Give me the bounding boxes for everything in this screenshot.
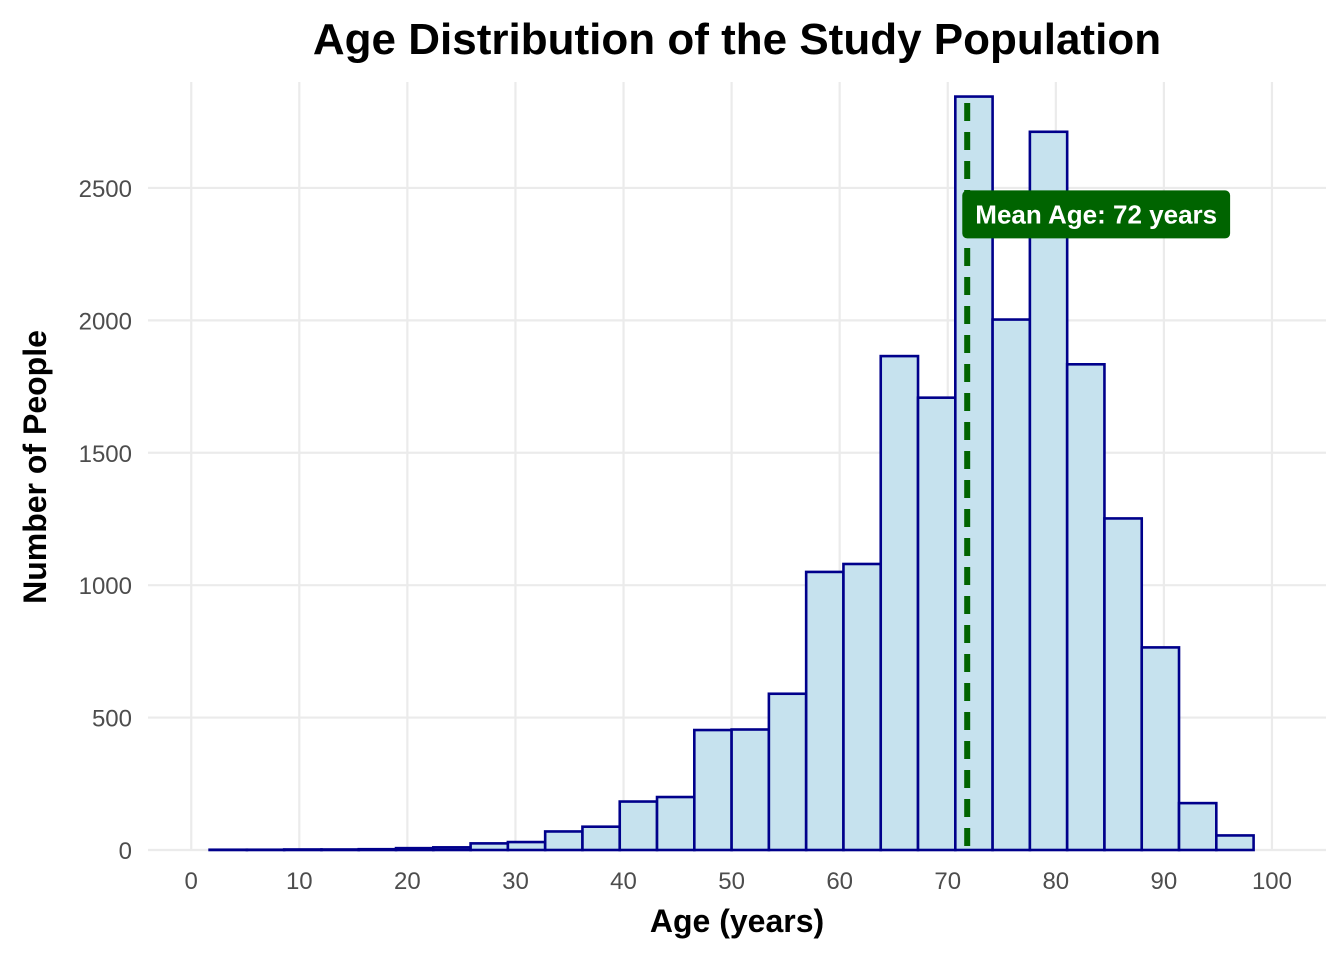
histogram-bar: [991, 318, 1032, 852]
x-tick-label: 30: [502, 868, 529, 895]
histogram-bar: [618, 800, 659, 852]
x-tick-label: 0: [185, 868, 198, 895]
histogram-bar: [469, 842, 510, 852]
histogram-bar: [804, 570, 845, 852]
x-tick-label: 100: [1252, 868, 1292, 895]
x-tick-label: 40: [610, 868, 637, 895]
chart-title: Age Distribution of the Study Population: [313, 15, 1161, 64]
histogram-bar: [282, 848, 323, 852]
y-tick-label: 0: [119, 838, 132, 865]
histogram-bar: [581, 825, 622, 852]
y-tick-label: 500: [92, 706, 132, 733]
histogram-bar: [730, 728, 771, 852]
histogram-bar: [506, 840, 547, 852]
histogram-bar: [394, 846, 435, 852]
histogram-bar: [1028, 130, 1069, 852]
y-axis-title: Number of People: [17, 330, 53, 604]
mean-label: Mean Age: 72 years: [975, 199, 1217, 229]
x-tick-label: 60: [826, 868, 853, 895]
x-axis-title: Age (years): [650, 903, 824, 939]
y-tick-label: 1500: [79, 441, 132, 468]
y-tick-label: 2000: [79, 308, 132, 335]
histogram-bar: [1140, 646, 1181, 852]
x-tick-label: 20: [394, 868, 421, 895]
y-tick-label: 1000: [79, 573, 132, 600]
y-axis-ticks: 0 500 1000 1500 2000 2500: [79, 176, 132, 865]
histogram-bar: [320, 848, 361, 852]
x-tick-label: 90: [1151, 868, 1178, 895]
y-tick-label: 2500: [79, 176, 132, 203]
histogram-bar: [1065, 363, 1106, 852]
histogram-bar: [357, 847, 398, 852]
histogram-bar: [916, 396, 957, 852]
histogram-bar: [1103, 517, 1144, 852]
histogram-bar: [693, 728, 733, 852]
x-tick-label: 50: [718, 868, 745, 895]
histogram-bar: [432, 846, 472, 852]
histogram-bar: [1177, 801, 1218, 852]
mean-label-box: [962, 190, 1231, 239]
x-tick-label: 70: [934, 868, 961, 895]
histogram-bar: [655, 795, 696, 852]
mean-annotation: Mean Age: 72 years: [962, 103, 1231, 850]
bars: [208, 95, 1255, 852]
x-axis-ticks: 0 10 20 30 40 50 60 70 80 90 100: [185, 868, 1292, 895]
histogram-bar: [879, 354, 920, 852]
histogram-bar: [1215, 834, 1255, 852]
histogram-bar: [767, 692, 808, 852]
x-tick-label: 80: [1042, 868, 1069, 895]
histogram-bar: [842, 562, 883, 852]
x-tick-label: 10: [286, 868, 313, 895]
histogram-bar: [543, 830, 584, 852]
